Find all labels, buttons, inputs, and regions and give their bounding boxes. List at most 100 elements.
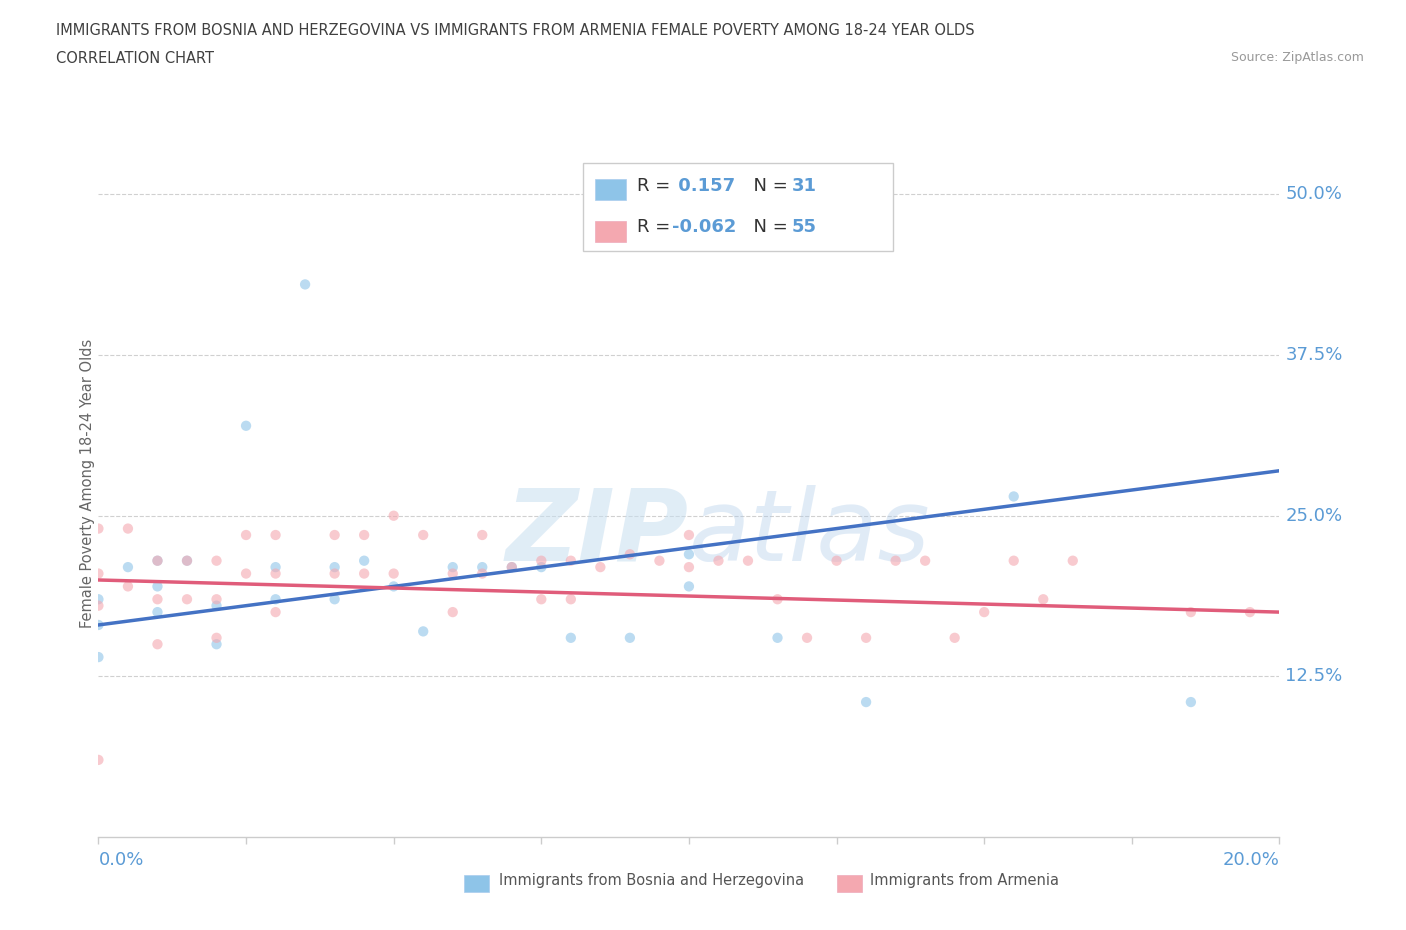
Point	[943, 631, 966, 645]
Point	[294, 277, 316, 292]
Point	[382, 579, 405, 594]
Point	[501, 560, 523, 575]
Text: 0.157: 0.157	[672, 177, 735, 194]
Point	[176, 553, 198, 568]
Point	[323, 527, 346, 542]
Point	[855, 631, 877, 645]
Point	[87, 521, 110, 536]
Point	[323, 566, 346, 581]
Text: 50.0%: 50.0%	[1285, 185, 1343, 204]
Point	[353, 553, 375, 568]
Point	[678, 579, 700, 594]
Text: 0.0%: 0.0%	[98, 851, 143, 870]
Y-axis label: Female Poverty Among 18-24 Year Olds: Female Poverty Among 18-24 Year Olds	[80, 339, 94, 629]
Point	[412, 624, 434, 639]
Point	[87, 752, 110, 767]
Point	[441, 566, 464, 581]
Point	[382, 509, 405, 524]
Point	[471, 560, 494, 575]
Point	[146, 604, 169, 619]
Point	[530, 553, 553, 568]
Point	[205, 637, 228, 652]
Point	[117, 560, 139, 575]
Point	[1002, 553, 1025, 568]
Point	[560, 631, 582, 645]
Text: atlas: atlas	[689, 485, 931, 581]
Point	[530, 591, 553, 606]
Point	[707, 553, 730, 568]
Text: 37.5%: 37.5%	[1285, 346, 1343, 364]
Text: R =: R =	[637, 219, 676, 236]
Point	[589, 560, 612, 575]
Point	[412, 527, 434, 542]
Point	[501, 560, 523, 575]
Point	[235, 566, 257, 581]
Text: 25.0%: 25.0%	[1285, 507, 1343, 525]
Point	[87, 650, 110, 665]
Point	[146, 637, 169, 652]
Point	[264, 591, 287, 606]
Point	[323, 560, 346, 575]
Point	[678, 560, 700, 575]
Text: N =: N =	[742, 177, 794, 194]
Point	[471, 527, 494, 542]
Point	[737, 553, 759, 568]
Point	[382, 566, 405, 581]
Point	[619, 547, 641, 562]
Point	[264, 566, 287, 581]
Point	[87, 598, 110, 613]
Point	[235, 418, 257, 433]
Point	[205, 631, 228, 645]
Point	[766, 591, 789, 606]
Point	[235, 527, 257, 542]
Point	[648, 553, 671, 568]
Point	[973, 604, 995, 619]
Point	[146, 553, 169, 568]
Point	[323, 591, 346, 606]
Point	[825, 553, 848, 568]
Point	[264, 560, 287, 575]
Text: R =: R =	[637, 177, 676, 194]
Point	[264, 604, 287, 619]
Point	[117, 579, 139, 594]
Point	[560, 591, 582, 606]
Point	[176, 553, 198, 568]
Text: ZIP: ZIP	[506, 485, 689, 581]
Text: IMMIGRANTS FROM BOSNIA AND HERZEGOVINA VS IMMIGRANTS FROM ARMENIA FEMALE POVERTY: IMMIGRANTS FROM BOSNIA AND HERZEGOVINA V…	[56, 23, 974, 38]
Point	[176, 591, 198, 606]
Point	[678, 527, 700, 542]
Point	[146, 591, 169, 606]
Point	[87, 566, 110, 581]
Point	[441, 604, 464, 619]
Text: 20.0%: 20.0%	[1223, 851, 1279, 870]
Text: N =: N =	[742, 219, 794, 236]
Point	[1239, 604, 1261, 619]
Point	[205, 598, 228, 613]
Text: Immigrants from Bosnia and Herzegovina: Immigrants from Bosnia and Herzegovina	[499, 873, 804, 888]
Text: -0.062: -0.062	[672, 219, 737, 236]
Point	[264, 527, 287, 542]
Point	[1032, 591, 1054, 606]
Text: Immigrants from Armenia: Immigrants from Armenia	[870, 873, 1059, 888]
Point	[353, 566, 375, 581]
Text: Source: ZipAtlas.com: Source: ZipAtlas.com	[1230, 51, 1364, 64]
Point	[117, 521, 139, 536]
Point	[766, 631, 789, 645]
Point	[619, 631, 641, 645]
Point	[796, 631, 818, 645]
Point	[1180, 604, 1202, 619]
Point	[205, 553, 228, 568]
Point	[1180, 695, 1202, 710]
Point	[205, 591, 228, 606]
Point	[855, 695, 877, 710]
Point	[146, 553, 169, 568]
Text: 12.5%: 12.5%	[1285, 668, 1343, 685]
Point	[471, 566, 494, 581]
Text: 31: 31	[792, 177, 817, 194]
Text: 55: 55	[792, 219, 817, 236]
Point	[441, 560, 464, 575]
Point	[146, 579, 169, 594]
Text: CORRELATION CHART: CORRELATION CHART	[56, 51, 214, 66]
Point	[884, 553, 907, 568]
Point	[914, 553, 936, 568]
